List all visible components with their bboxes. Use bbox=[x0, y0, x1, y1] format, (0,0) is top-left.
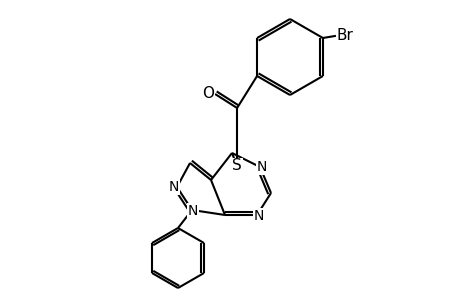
Text: N: N bbox=[253, 209, 263, 223]
Text: N: N bbox=[168, 180, 179, 194]
Text: Br: Br bbox=[336, 28, 353, 44]
Text: N: N bbox=[256, 160, 267, 174]
Text: S: S bbox=[232, 158, 241, 173]
Text: O: O bbox=[202, 86, 213, 101]
Text: N: N bbox=[187, 204, 198, 218]
